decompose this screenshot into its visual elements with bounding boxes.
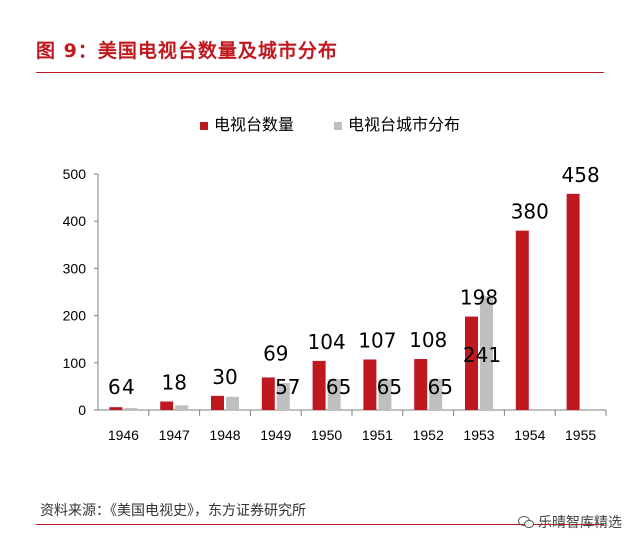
data-label: 4 bbox=[122, 375, 135, 399]
source-note: 资料来源：《美国电视史》，东方证券研究所 bbox=[40, 503, 306, 519]
x-tick-label: 1946 bbox=[108, 427, 139, 443]
y-tick-label: 100 bbox=[63, 355, 87, 371]
bar-station-count bbox=[465, 316, 478, 410]
legend-label: 电视台城市分布 bbox=[348, 115, 460, 134]
data-label: 65 bbox=[427, 375, 452, 399]
y-tick-label: 500 bbox=[63, 166, 87, 182]
data-label: 198 bbox=[460, 286, 498, 310]
x-tick-label: 1950 bbox=[311, 427, 342, 443]
wechat-icon bbox=[518, 515, 534, 529]
bar-station-count bbox=[109, 407, 123, 410]
data-label: 18 bbox=[161, 371, 186, 395]
data-label: 380 bbox=[511, 200, 549, 224]
bar-city-distribution bbox=[175, 405, 189, 410]
bar-city-distribution bbox=[124, 408, 138, 410]
x-tick-label: 1954 bbox=[514, 427, 545, 443]
x-tick-label: 1952 bbox=[413, 427, 444, 443]
data-label: 57 bbox=[275, 375, 300, 399]
data-label: 6 bbox=[108, 375, 121, 399]
y-tick-label: 400 bbox=[63, 213, 87, 229]
chart-axes: 0 100 200 300 400 500 1946 1947 1948 1949 1950 1951… bbox=[63, 166, 607, 443]
x-tick-label: 1955 bbox=[565, 427, 596, 443]
chart-legend: 电视台数量 电视台城市分布 bbox=[200, 115, 460, 134]
legend-label: 电视台数量 bbox=[214, 115, 294, 134]
x-tick-label: 1949 bbox=[260, 427, 291, 443]
data-label: 458 bbox=[562, 163, 600, 187]
legend-swatch bbox=[200, 122, 208, 130]
data-label: 65 bbox=[377, 375, 402, 399]
bar-station-count bbox=[160, 401, 174, 410]
data-label: 69 bbox=[263, 341, 288, 365]
bar-station-count bbox=[414, 359, 428, 410]
bar-station-count bbox=[312, 360, 326, 410]
bar-city-distribution bbox=[429, 379, 443, 410]
data-label: 65 bbox=[326, 375, 351, 399]
data-label: 241 bbox=[463, 343, 501, 367]
x-tick-label: 1951 bbox=[362, 427, 393, 443]
y-tick-label: 0 bbox=[78, 402, 86, 418]
x-tick-label: 1948 bbox=[209, 427, 240, 443]
bar-city-distribution bbox=[378, 379, 392, 410]
chart-data-labels: 6 4 18 30 69 57 104 65 107 65 108 65 198 241 380 458 bbox=[108, 163, 600, 399]
y-tick-label: 200 bbox=[63, 308, 87, 324]
bar-station-count bbox=[515, 230, 529, 410]
bar-station-count bbox=[211, 395, 224, 410]
bar-station-count bbox=[566, 193, 580, 410]
bar-station-count bbox=[363, 359, 377, 410]
bar-city-distribution bbox=[327, 379, 341, 410]
y-tick-label: 300 bbox=[63, 260, 87, 276]
legend-swatch bbox=[334, 122, 342, 130]
watermark-text: 乐晴智库精选 bbox=[538, 515, 622, 531]
footer-divider bbox=[36, 524, 604, 525]
bar-station-count bbox=[261, 377, 275, 410]
bar-city-distribution bbox=[226, 396, 239, 410]
x-tick-label: 1953 bbox=[463, 427, 494, 443]
title-divider bbox=[36, 72, 604, 73]
watermark: 乐晴智库精选 bbox=[518, 512, 622, 532]
data-label: 107 bbox=[358, 328, 396, 352]
data-label: 30 bbox=[212, 365, 237, 389]
bar-city-distribution bbox=[276, 383, 290, 410]
chart-title: 图 9：美国电视台数量及城市分布 bbox=[36, 40, 338, 62]
data-label: 104 bbox=[308, 330, 346, 354]
bar-chart: 电视台数量 电视台城市分布 0 100 200 300 400 500 1946 1947 194… bbox=[63, 115, 607, 443]
x-tick-label: 1947 bbox=[159, 427, 190, 443]
data-label: 108 bbox=[409, 328, 447, 352]
chart-bars bbox=[109, 193, 580, 410]
bar-city-distribution bbox=[480, 296, 493, 410]
